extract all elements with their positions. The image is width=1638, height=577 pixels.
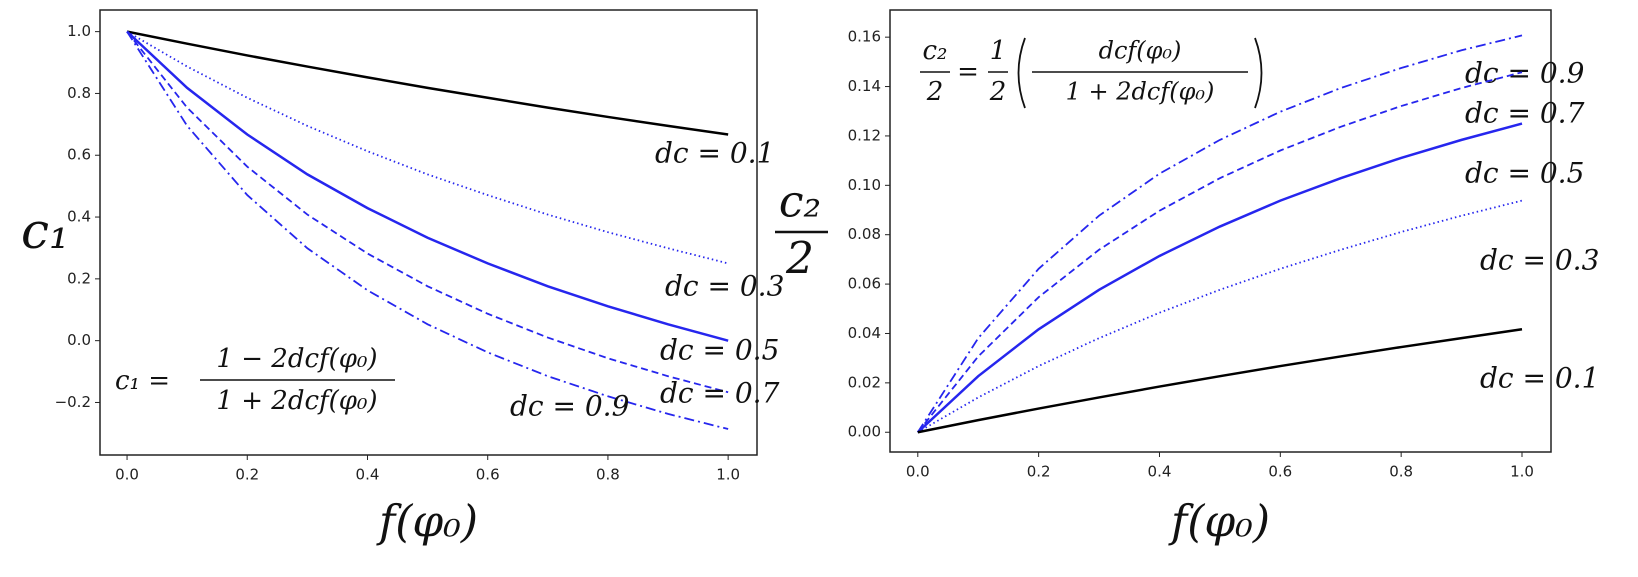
y-tick-label: 0.14 [848, 77, 881, 95]
y-tick-label: 1.0 [67, 22, 91, 40]
series-label: dc = 0.5 [660, 334, 779, 367]
series-line [917, 328, 1523, 434]
plot-frame [889, 9, 1552, 453]
x-tick-label: 0.6 [476, 466, 500, 484]
x-axis-label: f(φ₀) [1168, 497, 1270, 548]
formula-numerator: 1 [990, 36, 1007, 66]
y-tick-label: 0.10 [848, 176, 881, 194]
y-tick-label: −0.2 [55, 393, 91, 411]
series-label: dc = 0.5 [1465, 157, 1584, 190]
series-line [126, 30, 729, 342]
formula-denominator: 2 [989, 77, 1007, 107]
y-tick-label: 0.2 [67, 269, 91, 287]
series-line [126, 31, 729, 430]
x-axis-label: f(φ₀) [376, 497, 478, 548]
y-tick-label: 0.06 [848, 275, 881, 293]
series-label: dc = 0.1 [1480, 362, 1599, 395]
x-tick-label: 0.0 [906, 463, 930, 481]
formula-denominator: 2 [926, 77, 944, 107]
series-label: dc = 0.7 [660, 377, 780, 410]
x-tick-label: 0.2 [235, 466, 259, 484]
x-tick-label: 1.0 [716, 466, 740, 484]
series-line [917, 34, 1523, 433]
paren [1017, 37, 1026, 109]
x-tick-label: 0.8 [1389, 463, 1413, 481]
y-tick-label: 0.00 [848, 423, 881, 441]
y-tick-label: 0.0 [67, 331, 91, 349]
series-line [126, 31, 729, 394]
y-tick-label: 0.08 [848, 225, 881, 243]
y-tick-label: 0.6 [67, 146, 91, 164]
x-tick-label: 0.8 [596, 466, 620, 484]
x-tick-label: 0.4 [356, 466, 380, 484]
formula-denominator: 1 + 2dcf(φ₀) [216, 386, 377, 416]
series-label: dc = 0.1 [655, 137, 774, 170]
series-line [917, 199, 1523, 434]
plot-frame [99, 9, 758, 456]
series-label: dc = 0.3 [1480, 244, 1599, 277]
y-tick-label: 0.12 [848, 126, 881, 144]
formula-numerator: c₂ [923, 36, 948, 66]
y-axis-label: c₁ [21, 202, 69, 260]
formula-numerator: dcf(φ₀) [1099, 37, 1182, 65]
series-label: dc = 0.9 [510, 390, 629, 423]
series-line [126, 30, 729, 265]
y-axis-label: 2 [785, 234, 814, 285]
formula-equals: = [957, 57, 979, 87]
series-line [917, 71, 1523, 433]
y-tick-label: 0.04 [848, 324, 881, 342]
y-axis-label: c₂ [779, 177, 821, 228]
series-label: dc = 0.3 [665, 270, 784, 303]
y-tick-label: 0.02 [848, 373, 881, 391]
y-tick-label: 0.16 [848, 28, 881, 46]
formula-denominator: 1 + 2dcf(φ₀) [1066, 78, 1215, 106]
formula-lhs: c₁ = [115, 366, 170, 396]
x-tick-label: 0.6 [1268, 463, 1292, 481]
x-tick-label: 0.2 [1027, 463, 1051, 481]
series-line [126, 30, 729, 136]
y-tick-label: 0.8 [67, 84, 91, 102]
series-label: dc = 0.7 [1465, 97, 1585, 130]
x-tick-label: 0.0 [115, 466, 139, 484]
x-tick-label: 1.0 [1510, 463, 1534, 481]
paren [1254, 37, 1263, 109]
series-label: dc = 0.9 [1465, 57, 1584, 90]
series-line [916, 122, 1523, 434]
x-tick-label: 0.4 [1148, 463, 1172, 481]
y-tick-label: 0.4 [67, 208, 91, 226]
formula-numerator: 1 − 2dcf(φ₀) [216, 344, 377, 374]
